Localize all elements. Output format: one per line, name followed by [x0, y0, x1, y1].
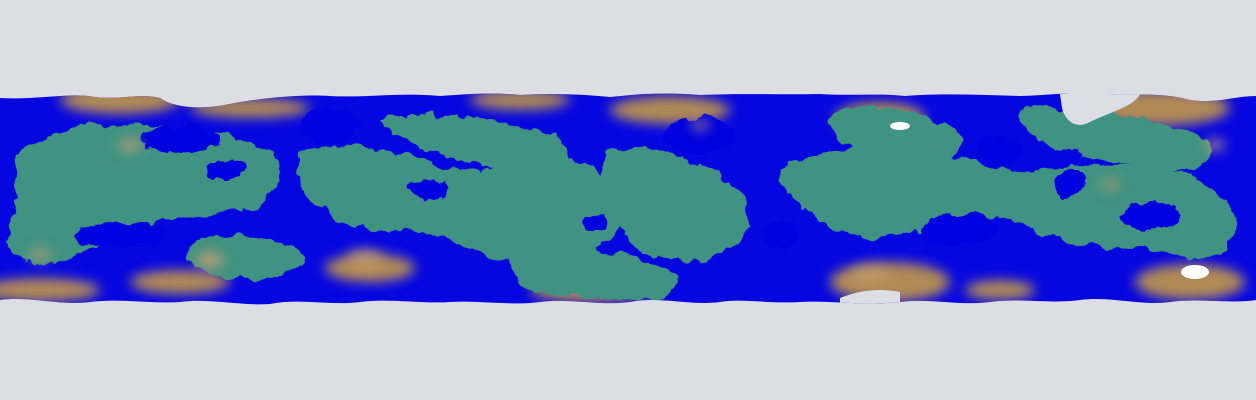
terrain-strip — [0, 93, 1256, 305]
peak-layer — [28, 119, 1225, 284]
snow-layer — [840, 94, 1209, 304]
inland-water-layer — [75, 107, 1180, 249]
